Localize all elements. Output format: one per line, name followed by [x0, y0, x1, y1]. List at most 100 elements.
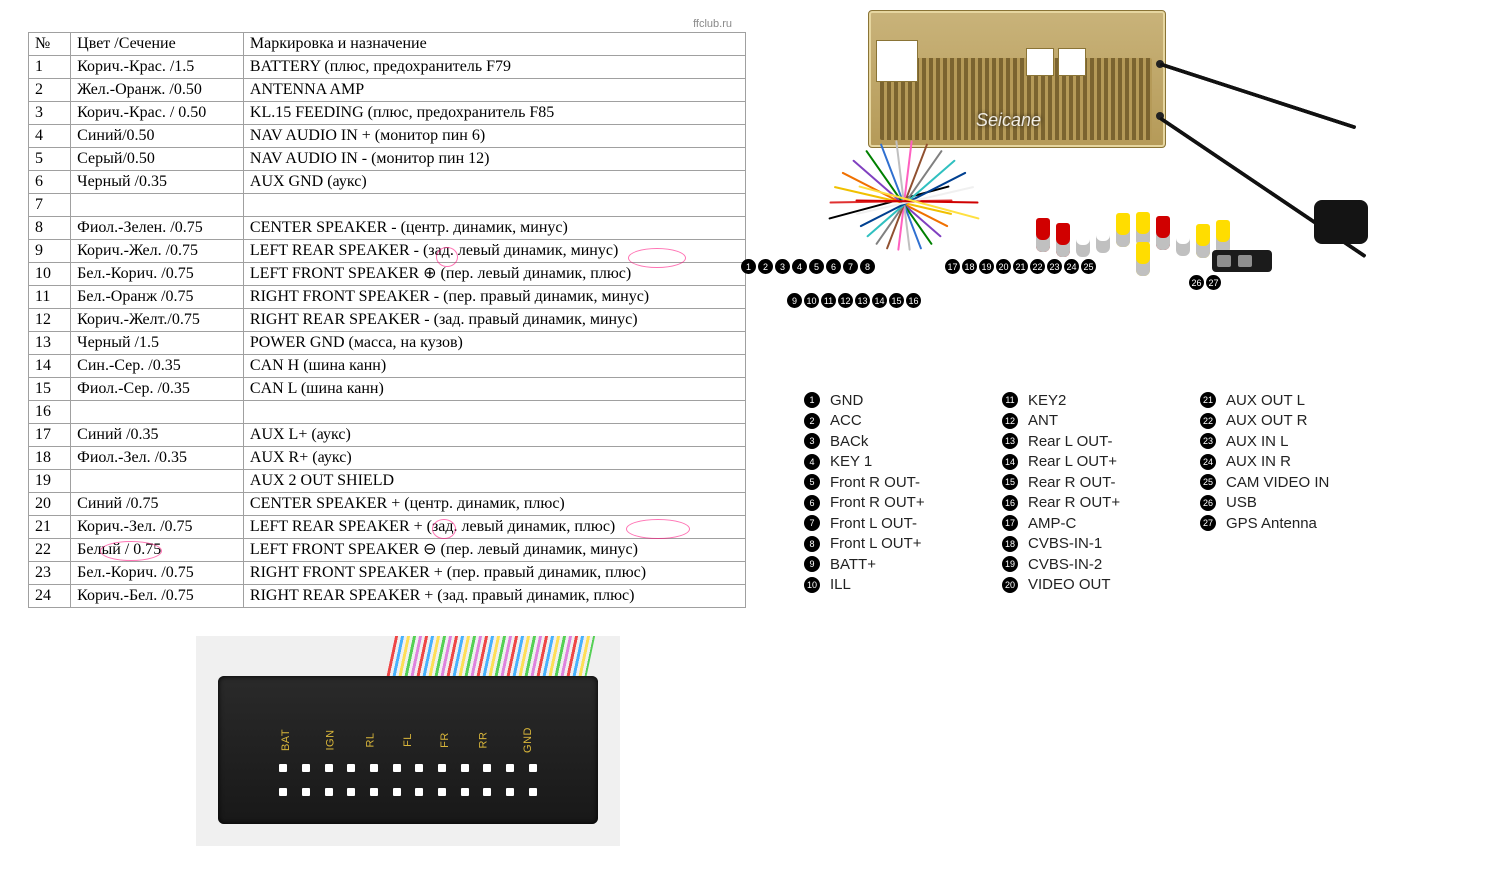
connector-pin: [506, 764, 514, 772]
connector-pin: [483, 788, 491, 796]
connector-pin: [438, 764, 446, 772]
table-row: 15Фиол.-Сер. /0.35CAN L (шина канн): [29, 378, 746, 401]
cell-desc: NAV AUDIO IN - (монитор пин 12): [243, 148, 745, 171]
connector-label: GND: [522, 727, 534, 753]
rca-plug-icon: [1076, 223, 1090, 257]
table-row: 22Белый / 0.75LEFT FRONT SPEAKER ⊖ (пер.…: [29, 539, 746, 562]
legend-label: CVBS-IN-1: [1028, 535, 1102, 552]
legend-row: 14Rear L OUT+: [1002, 452, 1120, 473]
legend-number: 2: [804, 413, 820, 429]
cell-num: 12: [29, 309, 71, 332]
legend-row: 11 KEY2: [1002, 390, 1120, 411]
cell-desc: RIGHT FRONT SPEAKER - (пер. правый динам…: [243, 286, 745, 309]
headunit-diagram: Seicane 12345678 910111213141516 1718192…: [836, 10, 1406, 350]
cell-desc: [243, 401, 745, 424]
wire-fan: [868, 140, 1058, 340]
legend-row: 21AUX OUT L: [1200, 390, 1329, 411]
cell-color: Серый/0.50: [71, 148, 244, 171]
cell-num: 11: [29, 286, 71, 309]
cell-num: 10: [29, 263, 71, 286]
cell-desc: AUX R+ (аукс): [243, 447, 745, 470]
legend-row: 7Front L OUT-: [804, 513, 925, 534]
cell-desc: LEFT FRONT SPEAKER ⊕ (пер. левый динамик…: [243, 263, 745, 286]
cell-desc: RIGHT FRONT SPEAKER + (пер. правый динам…: [243, 562, 745, 585]
cell-color: Белый / 0.75: [71, 539, 244, 562]
table-row: 7: [29, 194, 746, 217]
legend-col-2: 11KEY212ANT13Rear L OUT-14Rear L OUT+15R…: [1002, 390, 1120, 595]
legend-label: GPS Antenna: [1226, 515, 1317, 532]
cell-num: 20: [29, 493, 71, 516]
legend-number: 18: [1002, 536, 1018, 552]
rca-number-row: 171819202122232425: [944, 258, 1097, 275]
table-row: 1Корич.-Крас. /1.5BATTERY (плюс, предохр…: [29, 56, 746, 79]
legend-row: 27GPS Antenna: [1200, 513, 1329, 534]
legend-label: ACC: [830, 412, 862, 429]
legend-label: CAM VIDEO IN: [1226, 474, 1329, 491]
connector-pinrow-bottom: [272, 788, 544, 800]
legend-number: 11: [1002, 392, 1018, 408]
cell-num: 18: [29, 447, 71, 470]
number-dot: 9: [787, 293, 802, 308]
legend-label: BATT+: [830, 556, 876, 573]
cell-color: Бел.-Корич. /0.75: [71, 562, 244, 585]
cell-color: Корич.-Крас. /1.5: [71, 56, 244, 79]
legend-row: 3BACk: [804, 431, 925, 452]
cell-color: Корич.-Жел. /0.75: [71, 240, 244, 263]
legend-number: 14: [1002, 454, 1018, 470]
cell-desc: LEFT REAR SPEAKER + (зад. левый динамик,…: [243, 516, 745, 539]
cell-color: Черный /1.5: [71, 332, 244, 355]
connector-pin: [370, 764, 378, 772]
connector-pin: [347, 764, 355, 772]
legend-label: Front L OUT+: [830, 535, 922, 552]
cell-desc: NAV AUDIO IN + (монитор пин 6): [243, 125, 745, 148]
cell-desc: AUX GND (аукс): [243, 171, 745, 194]
table-row: 16: [29, 401, 746, 424]
connector-pin: [393, 764, 401, 772]
connector-pin: [529, 788, 537, 796]
pinout-table-wrap: № Цвет /Сечение Маркировка и назначение …: [14, 16, 732, 30]
legend-row: 16Rear R OUT+: [1002, 493, 1120, 514]
legend-row: 19CVBS-IN-2: [1002, 554, 1120, 575]
legend-label: AUX IN R: [1226, 453, 1291, 470]
cell-num: 21: [29, 516, 71, 539]
extra-number-row: 2627: [1188, 274, 1222, 291]
table-row: 19AUX 2 OUT SHIELD: [29, 470, 746, 493]
legend-label: KEY2: [1028, 392, 1066, 409]
cell-desc: BATTERY (плюс, предохранитель F79: [243, 56, 745, 79]
connector-photo: BATIGNRLFLFRRRGND: [196, 636, 620, 846]
legend-number: 22: [1200, 413, 1216, 429]
table-row: 3Корич.-Крас. / 0.50KL.15 FEEDING (плюс,…: [29, 102, 746, 125]
number-dot: 19: [979, 259, 994, 274]
table-row: 12Корич.-Желт./0.75RIGHT REAR SPEAKER - …: [29, 309, 746, 332]
rca-plug-icon: [1176, 222, 1190, 256]
legend-number: 20: [1002, 577, 1018, 593]
cell-color: Фиол.-Зел. /0.35: [71, 447, 244, 470]
number-dot: 21: [1013, 259, 1028, 274]
cell-num: 9: [29, 240, 71, 263]
number-dot: 5: [809, 259, 824, 274]
cell-desc: LEFT FRONT SPEAKER ⊖ (пер. левый динамик…: [243, 539, 745, 562]
cell-num: 16: [29, 401, 71, 424]
legend-row: 26USB: [1200, 493, 1329, 514]
connector-label: FL: [402, 733, 414, 747]
legend-label: Rear L OUT-: [1028, 433, 1112, 450]
table-row: 20Синий /0.75CENTER SPEAKER + (центр. ди…: [29, 493, 746, 516]
legend-label: Rear R OUT-: [1028, 474, 1116, 491]
legend-number: 21: [1200, 392, 1216, 408]
number-dot: 3: [775, 259, 790, 274]
cell-num: 7: [29, 194, 71, 217]
connector-label: IGN: [324, 729, 336, 750]
gps-antenna-icon: [1314, 200, 1368, 244]
legend-row: 22AUX OUT R: [1200, 411, 1329, 432]
connector-pin: [302, 764, 310, 772]
number-dot: 23: [1047, 259, 1062, 274]
legend-col-3: 21AUX OUT L22AUX OUT R23AUX IN L24AUX IN…: [1200, 390, 1329, 534]
table-row: 18Фиол.-Зел. /0.35AUX R+ (аукс): [29, 447, 746, 470]
legend-number: 23: [1200, 433, 1216, 449]
table-row: 24Корич.-Бел. /0.75RIGHT REAR SPEAKER + …: [29, 585, 746, 608]
legend-number: 5: [804, 474, 820, 490]
cell-num: 23: [29, 562, 71, 585]
legend-row: 13Rear L OUT-: [1002, 431, 1120, 452]
number-dot: 22: [1030, 259, 1045, 274]
rca-plug-icon: [1116, 213, 1130, 247]
